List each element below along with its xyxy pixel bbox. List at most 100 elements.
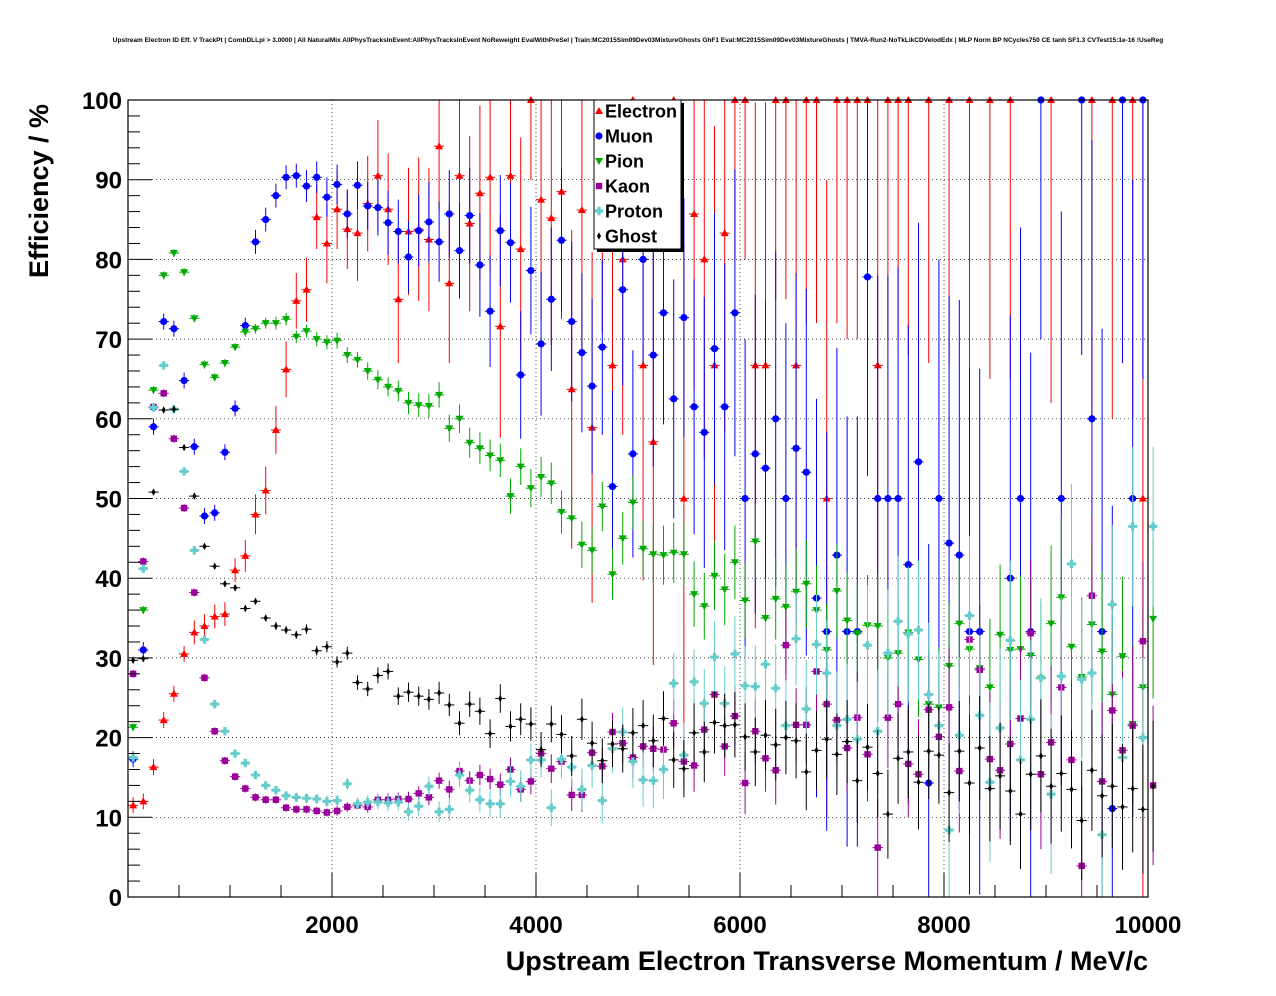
muon-point [782,494,790,503]
kaon-point [425,794,433,801]
pion-point [873,623,882,631]
y-tick-label: 20 [95,726,122,753]
ghost-point [875,769,880,778]
ghost-point [1059,769,1064,778]
pion-point [802,580,811,588]
kaon-point [333,807,341,815]
kaon-point [303,806,310,813]
proton-point [557,754,566,764]
kaon-point [1139,637,1147,645]
proton-point [465,786,474,795]
ghost-point [182,443,187,452]
pion-point [465,439,474,447]
ghost-point [773,740,778,749]
kaon-point [191,589,198,596]
proton-point [1148,522,1158,531]
proton-point [1036,673,1046,683]
pion-point [557,509,566,517]
ghost-point [1008,787,1013,795]
ghost-point [539,745,544,754]
proton-point [455,770,464,780]
muon-point [680,313,688,322]
proton-point [1057,672,1066,681]
ghost-point [722,721,727,730]
proton-point [802,704,811,714]
muon-point [394,227,402,236]
muon-point [241,321,249,330]
muon-point [282,173,290,181]
pion-point [608,571,617,579]
muon-point [425,218,433,226]
pion-point [322,339,331,347]
kaon-point [282,804,290,811]
pion-point [690,591,699,599]
muon-point [211,509,219,517]
pion-point [537,473,546,481]
pion-point [639,545,648,553]
pion-point [373,376,382,384]
ghost-point [386,667,391,676]
proton-point [812,640,821,649]
electron-point [577,205,586,213]
electron-point [322,239,331,247]
proton-point [394,797,403,807]
ghost-point [906,748,911,756]
kaon-point [140,558,147,565]
pion-point [771,595,780,603]
kaon-point [252,794,259,801]
kaon-point [201,674,208,682]
ghost-point [212,562,217,571]
muon-point [598,343,606,351]
proton-point [883,648,893,658]
proton-point [1006,636,1015,645]
ghost-point [998,772,1003,780]
ghost-point [294,630,299,639]
ghost-point [1069,785,1074,794]
proton-point [322,797,332,806]
ghost-point [814,746,819,755]
ghost-point [947,788,952,797]
muon-point [292,172,300,180]
pion-point [618,535,627,543]
ghost-point [1151,782,1156,791]
electron-point [720,229,729,237]
pion-point [1098,648,1107,656]
kaon-point [476,771,484,779]
electron-point [639,361,648,369]
pion-point [210,374,219,382]
proton-point [628,757,638,766]
y-axis-title: Efficiency / % [24,104,54,278]
kaon-point [741,779,749,787]
pion-point [710,572,719,580]
ghost-point [957,747,962,755]
muon-point [149,423,158,431]
muon-point [547,295,555,303]
pion-point [761,615,770,623]
ghost-point [916,778,921,787]
ghost-point [610,740,615,748]
proton-point [383,798,393,808]
ghost-point [600,756,605,765]
kaon-point [272,796,280,803]
y-tick-label: 40 [95,566,122,593]
ghost-point [498,694,503,703]
muon-point [639,255,647,263]
muon-point [170,325,178,333]
proton-point [649,776,658,785]
ghost-point [732,721,737,729]
proton-point [281,791,291,800]
electron-point [210,612,219,620]
muon-point [710,345,719,353]
ghost-point [426,695,431,704]
pion-point [384,383,393,391]
ghost-point [355,678,360,687]
proton-point [516,782,525,791]
proton-point [638,775,648,785]
proton-point [414,801,423,811]
proton-point [210,699,219,709]
ghost-point [284,626,289,634]
pion-point [741,597,750,605]
electron-point [353,229,362,237]
ghost-point [967,779,972,787]
ghost-point [192,492,197,500]
